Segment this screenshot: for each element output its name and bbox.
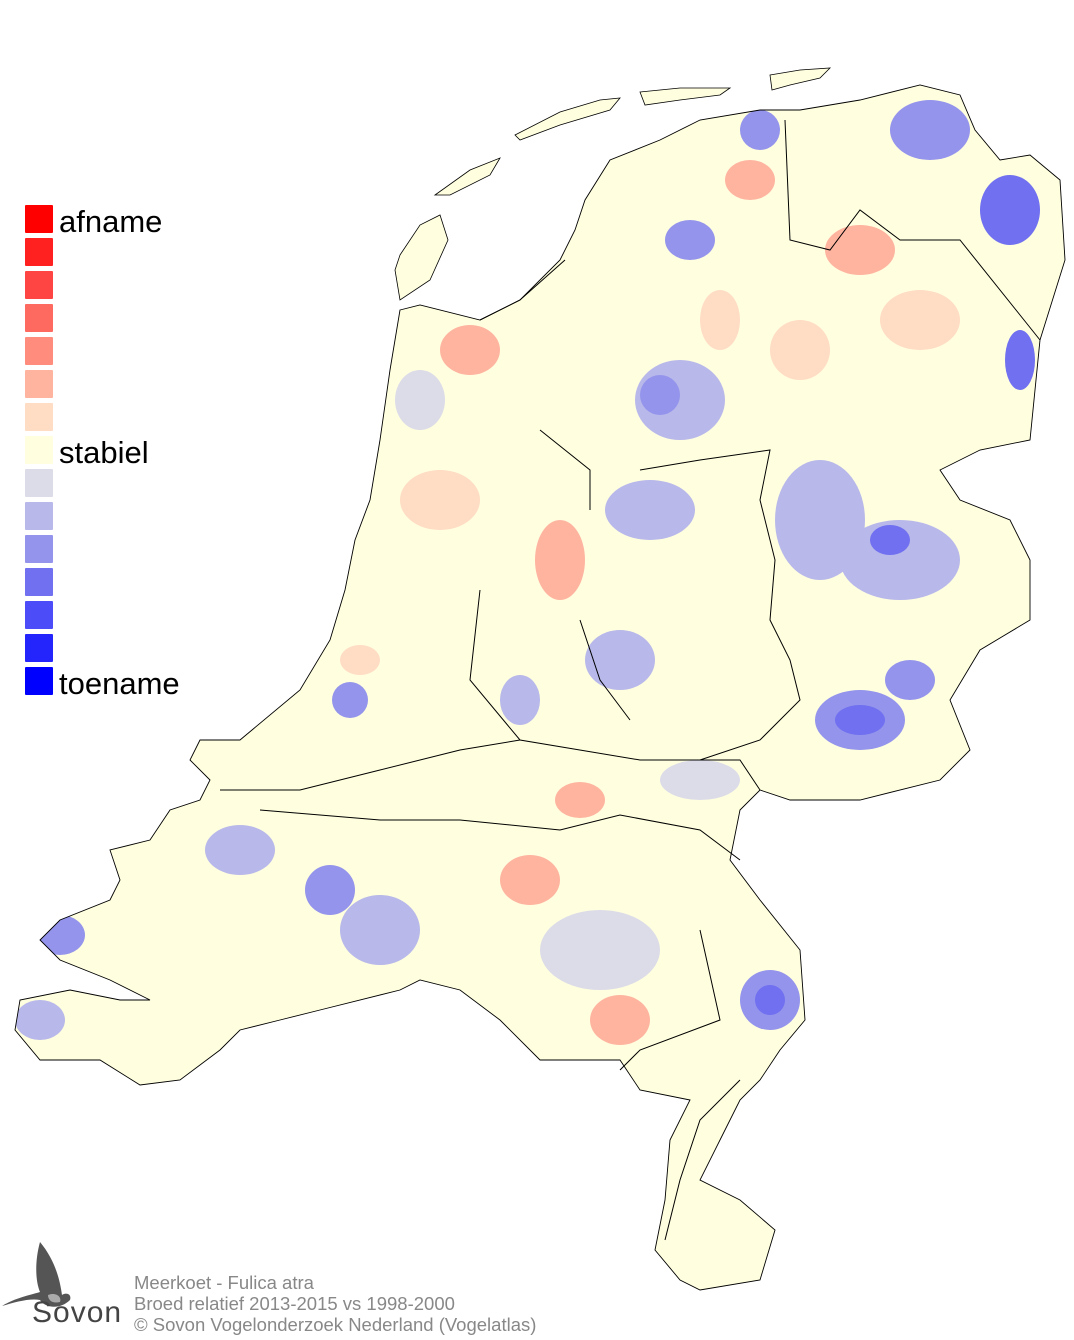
legend-swatch [25, 370, 53, 398]
legend-label-increase: toename [59, 666, 180, 701]
copyright: © Sovon Vogelonderzoek Nederland (Vogela… [134, 1314, 537, 1335]
legend-swatch [25, 271, 53, 299]
legend-swatch [25, 436, 53, 464]
legend-swatch [25, 205, 53, 233]
swallow-icon [2, 1242, 71, 1307]
islands [394, 67, 832, 301]
sovon-logo-text: Sovon [32, 1296, 123, 1329]
legend-swatch [25, 535, 53, 563]
legend-swatch [25, 304, 53, 332]
legend-swatch [25, 634, 53, 662]
legend-label-decline: afname [59, 204, 163, 239]
credits: Meerkoet - Fulica atra Broed relatief 20… [134, 1272, 536, 1335]
legend-swatch [25, 403, 53, 431]
legend-swatch [25, 667, 53, 695]
legend-swatch [25, 568, 53, 596]
trend-surface [15, 85, 1065, 1290]
legend-swatch [25, 469, 53, 497]
map-subtitle: Broed relatief 2013-2015 vs 1998-2000 [134, 1293, 455, 1314]
province-borders [220, 119, 1041, 1241]
legend-swatch [25, 238, 53, 266]
increase-areas [15, 100, 1040, 1040]
legend-swatch [25, 337, 53, 365]
legend-swatch [25, 601, 53, 629]
legend-label-stable: stabiel [59, 435, 149, 470]
species-title: Meerkoet - Fulica atra [134, 1272, 314, 1293]
decline-areas [340, 160, 960, 1045]
legend-swatch [25, 502, 53, 530]
